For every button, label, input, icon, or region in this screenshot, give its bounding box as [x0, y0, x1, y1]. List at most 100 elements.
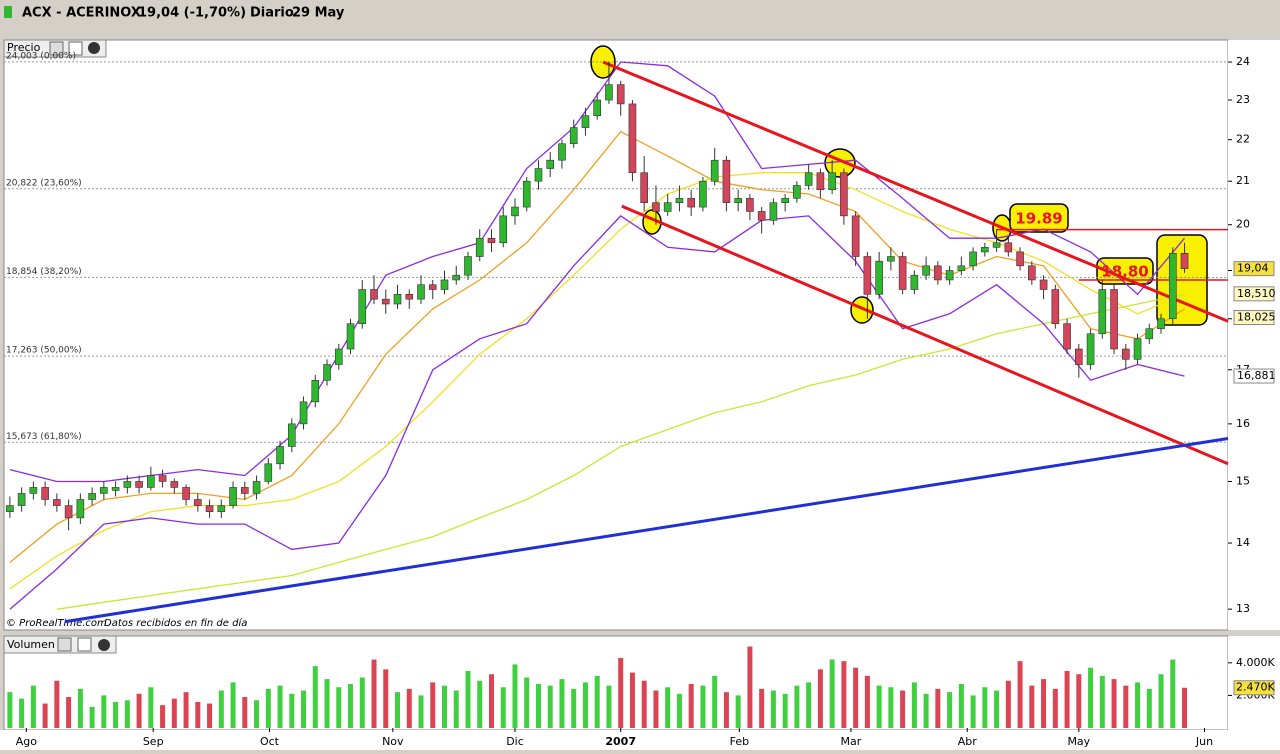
volume-bar	[641, 680, 647, 728]
candle-body	[934, 265, 942, 281]
fib-label: 20,822 (23,60%)	[6, 178, 82, 188]
price-mark-label: 16,881	[1237, 369, 1276, 382]
close-button[interactable]	[88, 42, 100, 54]
volume-bar	[994, 690, 1000, 728]
price-mark-box	[1233, 261, 1275, 277]
candle-body	[757, 211, 766, 221]
volume-bar	[1182, 687, 1188, 728]
candle-body	[1004, 242, 1013, 253]
candle-body	[217, 505, 226, 513]
candle-body	[123, 481, 132, 488]
candle-body	[828, 172, 836, 191]
candle-body	[1063, 323, 1071, 350]
volume-bar	[618, 657, 624, 728]
volume-bar	[841, 661, 847, 728]
brand: © ProRealTime.com	[6, 618, 107, 629]
candle-body	[710, 159, 719, 182]
window-button[interactable]	[68, 41, 83, 56]
volume-bar	[441, 685, 447, 728]
candle-body	[323, 364, 331, 381]
candle-body	[53, 499, 61, 506]
volume-bar	[512, 664, 518, 728]
panel-label: Volumen	[7, 638, 55, 651]
period: Diario	[250, 6, 294, 21]
volume-bar	[136, 693, 142, 728]
volume-bar	[42, 703, 48, 728]
x-tick-label: Sep	[143, 735, 164, 748]
volume-bar	[1146, 688, 1152, 728]
data-note: Datos recibidos en fin de día	[104, 617, 247, 629]
candle-body	[100, 487, 108, 494]
volume-bar	[723, 692, 729, 728]
candle-body	[194, 499, 202, 506]
fib-label: 15,673 (61,80%)	[6, 432, 82, 442]
candle-body	[440, 279, 449, 290]
candle-body	[616, 84, 625, 105]
candle-body	[1122, 348, 1130, 360]
candle-body	[840, 172, 848, 217]
x-tick-label: Abr	[958, 735, 978, 748]
volume-bar	[336, 687, 342, 728]
volume-bar	[301, 690, 307, 728]
volume-bar	[947, 692, 953, 728]
candle-body	[475, 237, 484, 257]
settings-button[interactable]	[49, 41, 64, 56]
candle-body	[241, 487, 249, 494]
volume-bar	[148, 687, 154, 728]
candle-body	[1028, 265, 1036, 281]
candle-body	[675, 198, 684, 204]
callout-box	[1009, 203, 1069, 233]
window-button[interactable]	[77, 637, 92, 652]
candle-body	[405, 294, 414, 300]
y-tick-label: 24	[1236, 55, 1250, 68]
volume-mark-label: 2.470K	[1236, 681, 1275, 694]
volume-bar	[359, 677, 365, 728]
time-axis-area	[0, 730, 1280, 750]
price-mark-label: 19,04	[1237, 262, 1269, 275]
volume-bar	[547, 685, 553, 728]
candle-body	[464, 256, 472, 276]
volume-bar	[371, 659, 377, 728]
volume-bar	[747, 646, 753, 728]
price-mark-box	[1233, 310, 1275, 326]
volume-bar	[500, 687, 506, 728]
volume-bar	[289, 693, 295, 728]
candle-body	[452, 274, 461, 281]
candle-body	[6, 505, 14, 513]
volume-bar	[254, 700, 260, 728]
volume-bar	[970, 695, 976, 728]
close-button[interactable]	[98, 639, 110, 651]
volume-bar	[982, 687, 988, 728]
candle-body	[581, 115, 590, 128]
volume-bar	[30, 685, 36, 728]
volume-bar	[782, 693, 788, 728]
candle-body	[781, 198, 789, 204]
candle-body	[875, 260, 883, 295]
candle-body	[945, 270, 954, 281]
volume-bar	[923, 693, 929, 728]
volume-bar	[1135, 682, 1141, 728]
volume-bar	[1041, 679, 1047, 728]
candle-body	[652, 202, 660, 212]
price-mark-box	[1233, 286, 1275, 302]
candle-body	[1168, 253, 1177, 320]
y-tick-label: 23	[1236, 93, 1250, 106]
settings-button[interactable]	[57, 637, 72, 652]
candle-body	[370, 289, 378, 300]
indicator-line	[9, 215, 1185, 610]
trend-line	[621, 204, 1229, 466]
volume-bar	[207, 703, 213, 728]
candle-body	[1051, 289, 1060, 325]
y-tick-label: 21	[1236, 174, 1250, 187]
volume-bar	[395, 692, 401, 728]
volume-bar	[606, 685, 612, 728]
x-tick-label: May	[1067, 735, 1090, 748]
candle-body	[264, 463, 273, 482]
candle-body	[746, 198, 754, 212]
candle-body	[487, 237, 496, 244]
volume-bar	[430, 682, 436, 728]
volume-bar	[1029, 685, 1035, 728]
volume-bar	[594, 675, 600, 728]
volume-bar	[101, 695, 107, 728]
